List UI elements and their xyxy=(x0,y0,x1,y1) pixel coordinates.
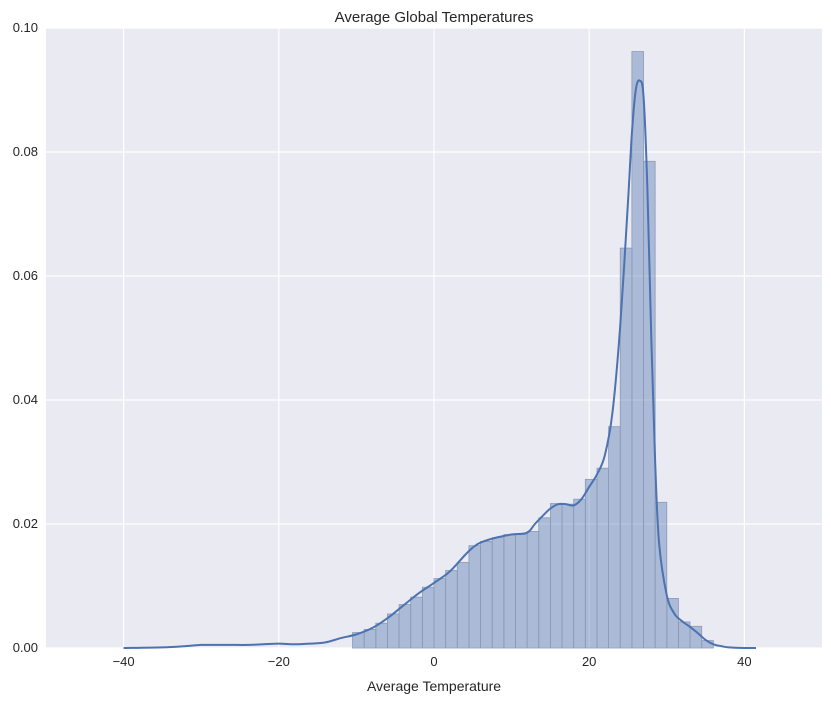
histogram-bar xyxy=(596,467,610,649)
y-tick-label: 0.06 xyxy=(13,268,38,283)
histogram-bar xyxy=(410,596,423,649)
histogram-bar xyxy=(573,498,586,649)
kde-line xyxy=(123,79,757,649)
x-tick-label: 40 xyxy=(737,654,751,669)
histogram-bar xyxy=(538,517,551,649)
histogram-bar xyxy=(550,503,563,649)
x-axis-label: Average Temperature xyxy=(367,678,501,694)
histogram-bar xyxy=(666,598,679,649)
x-tick-label: 20 xyxy=(582,654,596,669)
y-tick-label: 0.10 xyxy=(13,20,38,35)
histogram-bar xyxy=(515,534,528,649)
histogram-bar xyxy=(375,622,388,649)
chart-title: Average Global Temperatures xyxy=(335,9,534,26)
y-axis-ticks: 0.00 0.02 0.04 0.06 0.08 0.10 xyxy=(13,20,38,655)
y-tick-label: 0.02 xyxy=(13,516,38,531)
histogram-bar xyxy=(363,629,377,649)
histogram-bar xyxy=(526,531,540,649)
histogram-bar xyxy=(643,160,656,649)
x-tick-label: −40 xyxy=(113,654,135,669)
histogram-bar xyxy=(480,540,493,649)
histogram-bar xyxy=(433,578,447,649)
histogram-bar xyxy=(503,534,516,649)
histogram-bar xyxy=(491,537,505,649)
histogram-bar xyxy=(387,613,400,649)
histogram-bar xyxy=(398,604,412,649)
histogram-bar xyxy=(654,501,668,649)
x-axis-ticks: −40 −20 0 20 40 xyxy=(113,654,752,669)
histogram-bar xyxy=(468,545,481,649)
y-tick-label: 0.00 xyxy=(13,640,38,655)
histogram-bar xyxy=(445,570,458,649)
x-tick-label: 0 xyxy=(430,654,437,669)
histogram-bar xyxy=(608,426,621,649)
y-tick-label: 0.08 xyxy=(13,144,38,159)
histogram-bar xyxy=(689,625,703,649)
histogram-bars xyxy=(352,51,714,649)
histogram-bar xyxy=(584,478,598,649)
histogram-bar xyxy=(421,586,435,649)
grid xyxy=(46,27,822,649)
y-tick-label: 0.04 xyxy=(13,392,38,407)
histogram-bar xyxy=(456,562,470,649)
histogram-bar xyxy=(561,503,575,649)
x-tick-label: −20 xyxy=(268,654,290,669)
histogram-bar xyxy=(631,51,644,649)
